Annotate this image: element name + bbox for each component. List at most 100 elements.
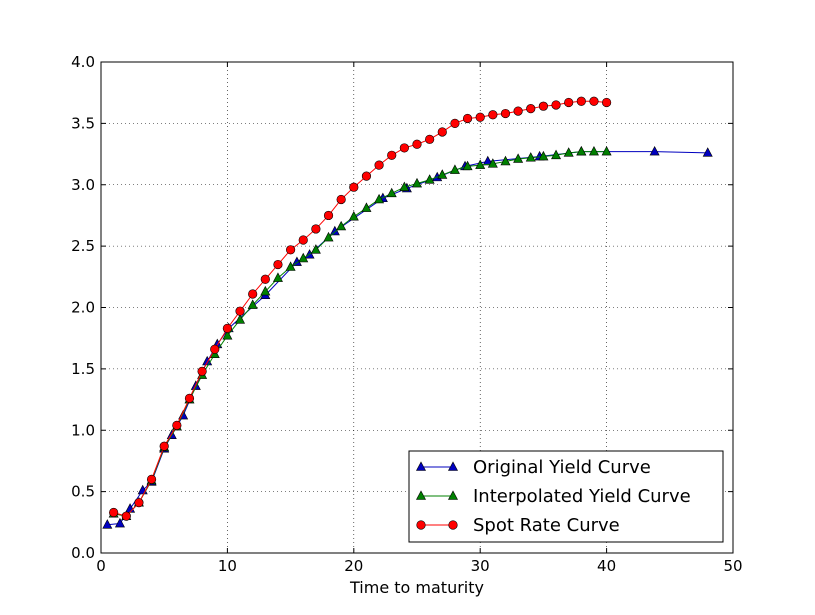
data-point — [247, 299, 258, 309]
data-point — [588, 145, 599, 156]
data-point — [475, 159, 486, 169]
data-point — [146, 474, 157, 484]
y-tick-label: 1.0 — [71, 421, 95, 439]
y-tick-label: 1.5 — [71, 360, 95, 378]
series-line — [113, 151, 607, 517]
legend-marker — [448, 490, 458, 500]
x-tick-label: 10 — [218, 557, 237, 575]
data-point — [222, 330, 233, 340]
data-point — [437, 169, 448, 179]
legend: Original Yield Curve Interpolated Yield C… — [408, 450, 724, 543]
data-point — [348, 211, 359, 221]
data-point — [462, 113, 473, 124]
data-point — [210, 344, 220, 354]
data-point — [286, 245, 296, 255]
data-point — [649, 145, 660, 156]
data-point — [387, 150, 397, 160]
data-point — [298, 235, 308, 245]
legend-item: Original Yield Curve — [416, 457, 651, 478]
data-point — [323, 210, 334, 221]
x-tick-label: 30 — [471, 557, 490, 575]
data-point — [323, 231, 334, 242]
data-point — [500, 108, 511, 119]
y-tick-label: 4.0 — [71, 53, 95, 71]
data-point — [273, 259, 283, 270]
y-tick-label: 2.0 — [71, 299, 95, 317]
data-point — [235, 306, 245, 316]
data-point — [589, 96, 599, 106]
data-point — [349, 182, 359, 192]
series-layer — [102, 96, 713, 529]
data-point — [298, 252, 309, 263]
data-point — [121, 511, 131, 521]
data-point — [513, 153, 524, 163]
legend-label: Spot Rate Curve — [473, 515, 620, 536]
legend-label: Original Yield Curve — [473, 457, 651, 478]
x-tick-label: 50 — [723, 557, 742, 575]
x-tick-label: 0 — [96, 557, 106, 575]
legend-marker — [416, 490, 426, 500]
x-axis-label: Time to maturity — [349, 578, 484, 597]
data-point — [702, 147, 713, 157]
data-point — [386, 187, 397, 198]
data-point — [564, 97, 574, 108]
data-point — [399, 181, 410, 192]
data-point — [260, 274, 270, 284]
series-2 — [109, 96, 612, 521]
data-point — [450, 118, 460, 128]
data-point — [526, 104, 536, 114]
data-point — [248, 289, 258, 299]
data-point — [551, 100, 561, 110]
data-point — [487, 158, 498, 168]
data-point — [361, 202, 372, 212]
data-point — [601, 145, 612, 156]
data-point — [399, 143, 409, 153]
y-tick-label: 3.5 — [71, 114, 95, 132]
x-tick-label: 20 — [344, 557, 363, 575]
series-line — [113, 100, 607, 517]
data-point — [134, 498, 144, 508]
data-point — [462, 160, 473, 171]
data-point — [235, 314, 246, 324]
data-point — [311, 224, 321, 234]
data-point — [197, 366, 207, 376]
y-tick-label: 2.5 — [71, 237, 95, 255]
data-point — [424, 174, 435, 184]
axis-ticks: 0 10 20 30 40 50 0.0 0.5 1.0 1.5 2.0 2.5 3.0 3.5 4.0 — [71, 53, 742, 575]
legend-marker — [416, 461, 426, 471]
legend-item: Spot Rate Curve — [416, 515, 620, 536]
data-point — [601, 97, 612, 108]
data-point — [102, 519, 113, 529]
data-point — [576, 96, 586, 106]
legend-item: Interpolated Yield Curve — [416, 486, 691, 507]
data-point — [538, 101, 549, 111]
data-point — [260, 285, 271, 296]
data-point — [361, 171, 372, 181]
data-point — [374, 193, 385, 204]
legend-box — [408, 450, 724, 543]
data-point — [513, 106, 523, 116]
data-point — [412, 139, 422, 149]
data-point — [374, 160, 384, 170]
data-point — [525, 152, 536, 162]
data-point — [184, 393, 195, 403]
data-point — [114, 517, 125, 528]
data-point — [538, 150, 549, 161]
data-point — [310, 244, 321, 254]
data-point — [172, 420, 182, 430]
data-point — [437, 127, 447, 137]
data-point — [475, 112, 485, 122]
data-point — [222, 323, 232, 333]
legend-label: Interpolated Yield Curve — [473, 486, 691, 507]
data-point — [336, 220, 347, 231]
data-point — [482, 155, 493, 166]
legend-marker — [448, 461, 458, 471]
data-point — [563, 147, 574, 157]
legend-marker — [416, 520, 426, 530]
data-point — [500, 155, 511, 166]
y-tick-label: 3.0 — [71, 176, 95, 194]
legend-marker — [448, 520, 458, 530]
data-point — [449, 164, 460, 174]
data-point — [285, 261, 296, 271]
